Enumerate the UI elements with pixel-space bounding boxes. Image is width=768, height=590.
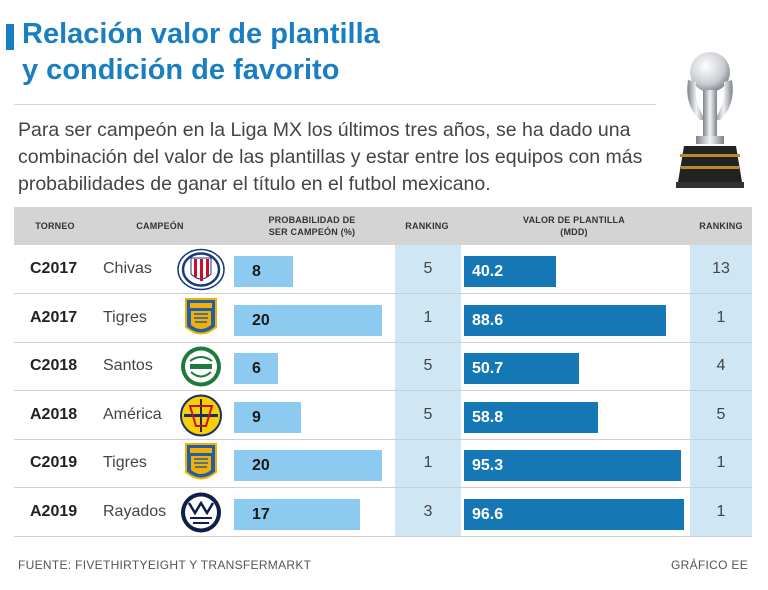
- prob-bar: [234, 256, 294, 287]
- valor-value: 96.6: [472, 505, 504, 523]
- prob-bar: [234, 450, 382, 481]
- prob-bar: [234, 401, 301, 433]
- valor-ranking: 4: [716, 357, 726, 374]
- prob-bar: [234, 498, 360, 530]
- santos-crest-icon: [181, 346, 221, 387]
- prob-ranking: 5: [423, 405, 433, 423]
- torneo-label: A2019: [30, 502, 78, 520]
- tigres-crest-icon: [185, 443, 217, 480]
- america-crest-icon: [180, 394, 222, 436]
- row-divider: [14, 438, 752, 440]
- col-valor: VALOR DE PLANTILLA (MDD): [523, 215, 625, 237]
- table-row: C2018 Santos 6 5 50.7 4: [14, 342, 752, 390]
- valor-bar: [464, 401, 598, 433]
- prob-value: 20: [252, 311, 270, 329]
- valor-bar: [464, 450, 682, 481]
- valor-ranking: 1: [716, 502, 726, 520]
- campeon-label: Santos: [103, 357, 153, 374]
- tigres-crest-icon: [185, 297, 217, 334]
- row-divider: [14, 487, 752, 488]
- prob-value: 8: [252, 263, 261, 280]
- prob-value: 17: [252, 505, 270, 523]
- campeon-label: América: [103, 405, 162, 423]
- row-divider: [14, 341, 752, 343]
- title-line-2: y condición de favorito: [22, 54, 340, 86]
- rayados-crest-icon: [181, 492, 221, 532]
- prob-value: 20: [252, 457, 270, 474]
- credit-note: GRÁFICO EE: [670, 558, 748, 572]
- trophy-icon: [676, 52, 744, 188]
- torneo-label: A2018: [30, 405, 78, 423]
- table-row: C2019 Tigres 20 1 95.3 1: [14, 439, 752, 487]
- valor-ranking: 13: [712, 260, 730, 277]
- prob-ranking: 5: [423, 357, 433, 374]
- valor-bar: [464, 353, 580, 384]
- title-accent-bar: [6, 24, 14, 50]
- valor-value: 40.2: [472, 263, 504, 280]
- prob-ranking: 3: [423, 502, 433, 520]
- torneo-label: C2018: [30, 357, 78, 374]
- torneo-label: C2019: [30, 454, 78, 471]
- col-torneo: TORNEO: [35, 221, 75, 231]
- prob-ranking: 1: [423, 454, 433, 471]
- col-campeon: CAMPEÓN: [136, 221, 184, 231]
- valor-value: 50.7: [472, 360, 504, 377]
- torneo-label: A2017: [30, 308, 78, 326]
- valor-bar: [464, 304, 666, 336]
- campeon-label: Chivas: [103, 260, 152, 277]
- campeon-label: Rayados: [103, 502, 167, 520]
- prob-value: 9: [252, 408, 261, 426]
- prob-bar: [234, 304, 382, 336]
- valor-ranking: 1: [716, 454, 726, 471]
- subtitle: Para ser campeón en la Liga MX los últim…: [18, 119, 643, 195]
- prob-ranking: 1: [423, 308, 433, 326]
- table-row: A2017 Tigres 20 1 88.6 1: [14, 294, 752, 342]
- row-divider: [14, 535, 752, 537]
- table-row: A2018 América 9 5 58.8 5: [14, 391, 752, 439]
- source-note: FUENTE: FIVETHIRTYEIGHT Y TRANSFERMARKT: [18, 558, 312, 572]
- table-header: TORNEO CAMPEÓN PROBABILIDAD DE SER CAMPEÓ…: [14, 207, 752, 245]
- prob-value: 6: [252, 360, 261, 377]
- col-probabilidad: PROBABILIDAD DE SER CAMPEÓN (%): [268, 215, 356, 237]
- table-row: A2019 Rayados 17 3 96.6 1: [14, 488, 752, 536]
- valor-ranking: 1: [716, 308, 726, 326]
- valor-bar: [464, 256, 556, 287]
- torneo-label: C2017: [30, 260, 78, 277]
- prob-ranking: 5: [423, 260, 433, 277]
- campeon-label: Tigres: [103, 454, 147, 471]
- row-divider: [14, 293, 752, 294]
- table-row: C2017 Chivas 8 5 40.2 13: [14, 245, 752, 293]
- valor-value: 95.3: [472, 457, 504, 474]
- row-divider: [14, 390, 752, 391]
- page-title: Relación valor de plantilla y condición …: [22, 16, 542, 88]
- valor-value: 88.6: [472, 311, 504, 329]
- col-ranking-prob: RANKING: [405, 221, 449, 231]
- valor-bar: [464, 498, 684, 530]
- valor-ranking: 5: [716, 405, 726, 423]
- campeon-label: Tigres: [103, 308, 147, 326]
- col-ranking-valor: RANKING: [699, 221, 743, 231]
- valor-value: 58.8: [472, 408, 504, 426]
- prob-bar: [234, 353, 279, 384]
- chivas-crest-icon: [177, 248, 225, 291]
- title-divider: [14, 104, 656, 105]
- title-line-1: Relación valor de plantilla: [22, 18, 380, 50]
